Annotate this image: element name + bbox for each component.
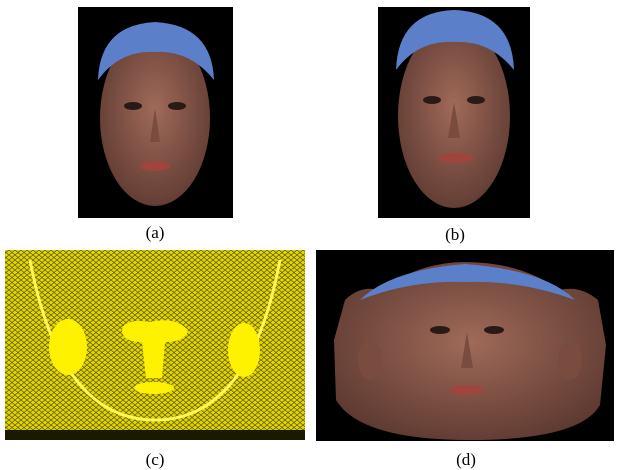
eye [467,96,485,104]
eye [124,102,142,110]
caption: (a) [146,223,165,242]
mouth-region [134,382,174,394]
caption: (c) [146,450,165,469]
caption: (b) [445,225,465,244]
eye [430,326,450,334]
mouth [438,153,474,163]
caption: (d) [456,450,476,469]
ear-region [228,323,260,377]
ear-region [49,319,87,375]
figure: (a) (b) (c) (d) [0,0,619,470]
eye [423,96,441,104]
ear [558,340,582,380]
mouth [140,161,170,171]
eye [484,326,504,334]
panel-d: (d) [316,250,614,469]
mouth [450,385,484,395]
map-border [5,430,305,440]
eye [168,102,186,110]
panel-a: (a) [78,7,233,242]
panel-b: (b) [378,7,530,244]
ear [358,340,382,380]
panel-c: (c) [5,250,305,469]
